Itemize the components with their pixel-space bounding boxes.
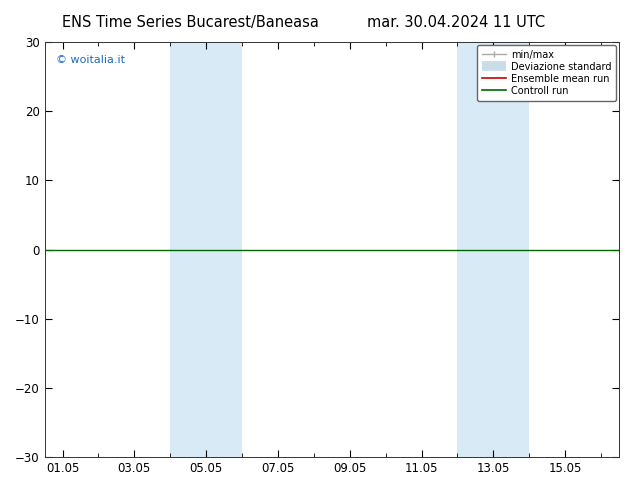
Legend: min/max, Deviazione standard, Ensemble mean run, Controll run: min/max, Deviazione standard, Ensemble m… — [477, 45, 616, 100]
Bar — [458, 42, 529, 457]
Bar — [171, 42, 242, 457]
Text: ENS Time Series Bucarest/Baneasa: ENS Time Series Bucarest/Baneasa — [61, 15, 319, 30]
Text: mar. 30.04.2024 11 UTC: mar. 30.04.2024 11 UTC — [368, 15, 545, 30]
Text: © woitalia.it: © woitalia.it — [56, 54, 125, 65]
